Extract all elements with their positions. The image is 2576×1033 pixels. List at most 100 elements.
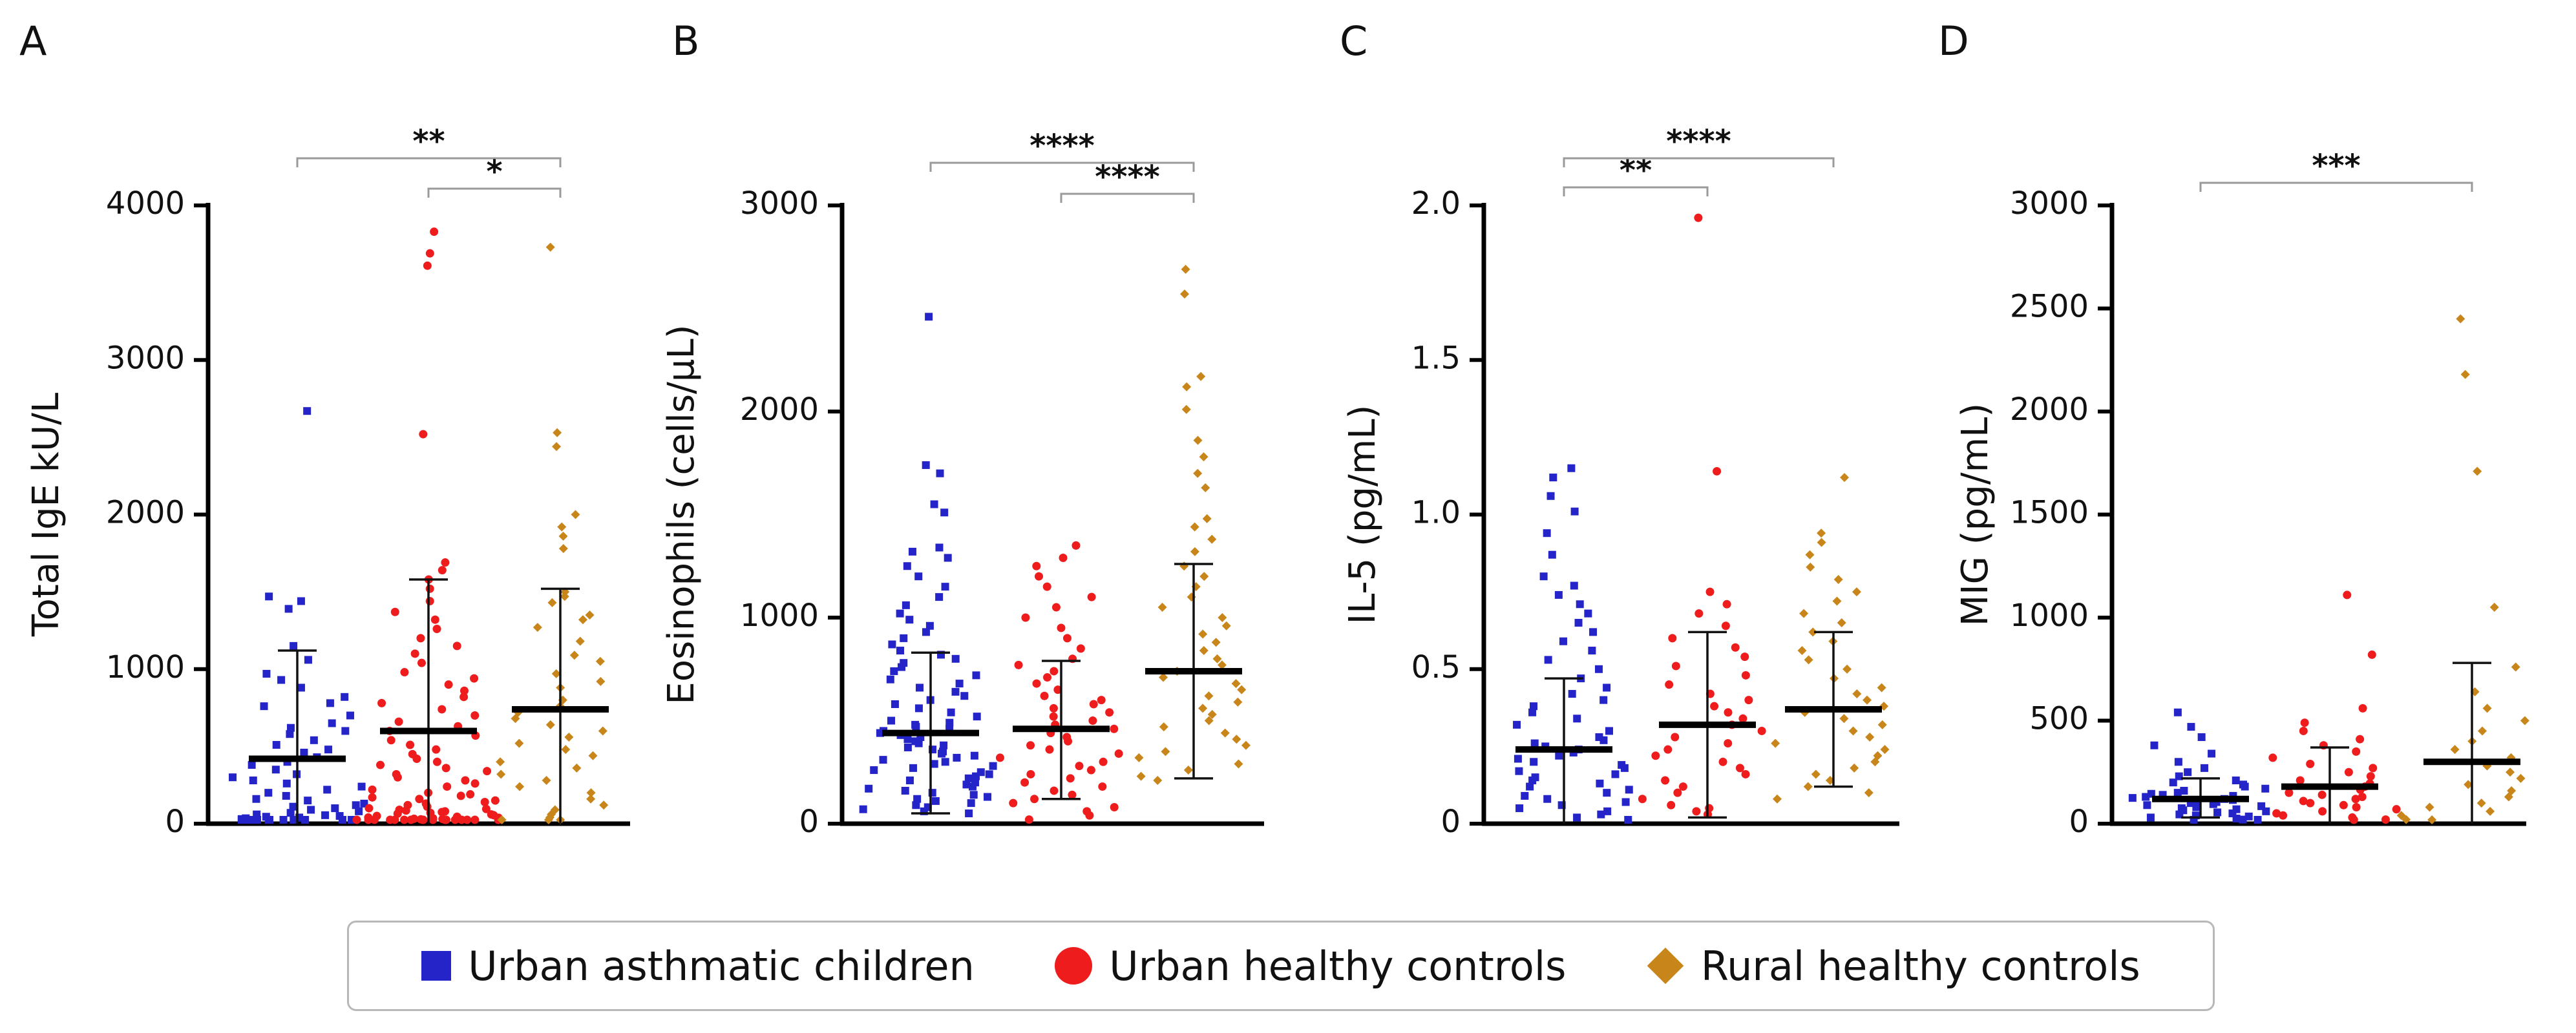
data-point xyxy=(1190,547,1199,556)
data-point xyxy=(922,628,930,636)
y-tick-label: 1000 xyxy=(106,649,185,685)
data-point xyxy=(547,598,557,607)
data-point xyxy=(1589,628,1598,636)
data-point xyxy=(401,806,410,815)
data-point xyxy=(1559,637,1567,645)
data-point xyxy=(1603,683,1611,692)
data-point xyxy=(989,762,997,770)
data-point xyxy=(481,804,491,813)
data-point xyxy=(1050,786,1059,795)
data-point xyxy=(2460,370,2470,379)
data-point xyxy=(969,791,978,799)
data-point xyxy=(1852,689,1862,699)
data-point xyxy=(432,757,441,766)
data-point xyxy=(1045,745,1054,754)
data-point xyxy=(1554,590,1563,599)
data-point xyxy=(586,794,596,804)
data-point xyxy=(400,815,409,824)
data-point xyxy=(903,735,912,744)
data-point xyxy=(1625,786,1633,794)
data-point xyxy=(438,808,447,817)
data-point xyxy=(2511,662,2520,672)
data-point xyxy=(1799,609,1809,618)
y-tick-label: 0.5 xyxy=(1411,649,1461,685)
data-point xyxy=(1724,708,1733,717)
data-point xyxy=(1817,537,1826,547)
data-point xyxy=(393,773,402,782)
data-point xyxy=(973,713,981,721)
data-point xyxy=(1530,739,1539,747)
data-point xyxy=(1062,634,1072,643)
data-point xyxy=(1042,582,1051,591)
data-point xyxy=(286,724,295,732)
data-point xyxy=(304,656,312,664)
data-point xyxy=(2197,733,2206,742)
data-point xyxy=(303,407,311,415)
data-point xyxy=(1199,646,1209,656)
y-tick-label: 0 xyxy=(2069,804,2089,840)
data-point xyxy=(1599,736,1608,744)
data-point xyxy=(1877,720,1887,729)
data-point xyxy=(470,815,480,824)
data-point xyxy=(2478,726,2487,736)
data-point xyxy=(1180,289,1190,299)
data-point xyxy=(2317,790,2327,799)
data-point xyxy=(2425,802,2434,812)
data-point xyxy=(406,815,416,824)
data-point xyxy=(902,601,910,609)
data-point xyxy=(290,816,298,824)
significance-bracket xyxy=(1563,157,1835,167)
y-axis-label: IL-5 (pg/mL) xyxy=(1342,405,1384,625)
data-point xyxy=(480,798,489,807)
data-point xyxy=(441,764,450,773)
data-point xyxy=(252,795,260,803)
data-point xyxy=(1710,702,1719,711)
data-point xyxy=(585,610,595,620)
data-point xyxy=(423,261,432,270)
data-point xyxy=(1605,727,1613,735)
data-point xyxy=(916,683,924,692)
data-point xyxy=(310,736,318,744)
data-point xyxy=(1757,726,1766,735)
data-point xyxy=(1864,788,1874,798)
data-point xyxy=(1530,758,1538,766)
data-point xyxy=(569,651,579,660)
data-point xyxy=(545,242,555,252)
data-point xyxy=(2351,795,2360,804)
data-point xyxy=(470,779,480,788)
data-point xyxy=(2239,815,2247,824)
legend-label: Urban asthmatic children xyxy=(468,942,975,990)
data-point xyxy=(947,708,955,716)
data-point xyxy=(2175,810,2184,819)
data-point xyxy=(282,779,291,788)
data-point xyxy=(1193,435,1203,445)
data-point xyxy=(1076,644,1085,653)
data-point xyxy=(297,597,305,605)
y-tick-label: 1.5 xyxy=(1411,340,1461,376)
data-point xyxy=(1665,680,1674,689)
data-point xyxy=(935,593,944,601)
data-point xyxy=(2306,759,2315,768)
data-point xyxy=(1032,679,1041,688)
data-point xyxy=(394,717,403,726)
data-point xyxy=(245,816,253,824)
data-point xyxy=(491,796,500,805)
data-point xyxy=(290,642,298,650)
data-point xyxy=(444,680,453,689)
data-point xyxy=(944,554,952,562)
data-point xyxy=(341,727,350,735)
data-point xyxy=(1832,596,1842,606)
data-point xyxy=(1567,464,1576,472)
data-point xyxy=(912,801,920,809)
data-point xyxy=(1738,714,1747,723)
data-point xyxy=(1211,638,1221,647)
data-point xyxy=(1053,685,1062,694)
data-point xyxy=(1877,683,1886,693)
data-point xyxy=(941,758,949,766)
data-point xyxy=(416,634,425,643)
data-point xyxy=(1089,700,1098,709)
data-point xyxy=(514,738,524,748)
data-point xyxy=(1694,609,1704,618)
data-point xyxy=(1620,764,1629,772)
data-point xyxy=(1085,811,1094,820)
